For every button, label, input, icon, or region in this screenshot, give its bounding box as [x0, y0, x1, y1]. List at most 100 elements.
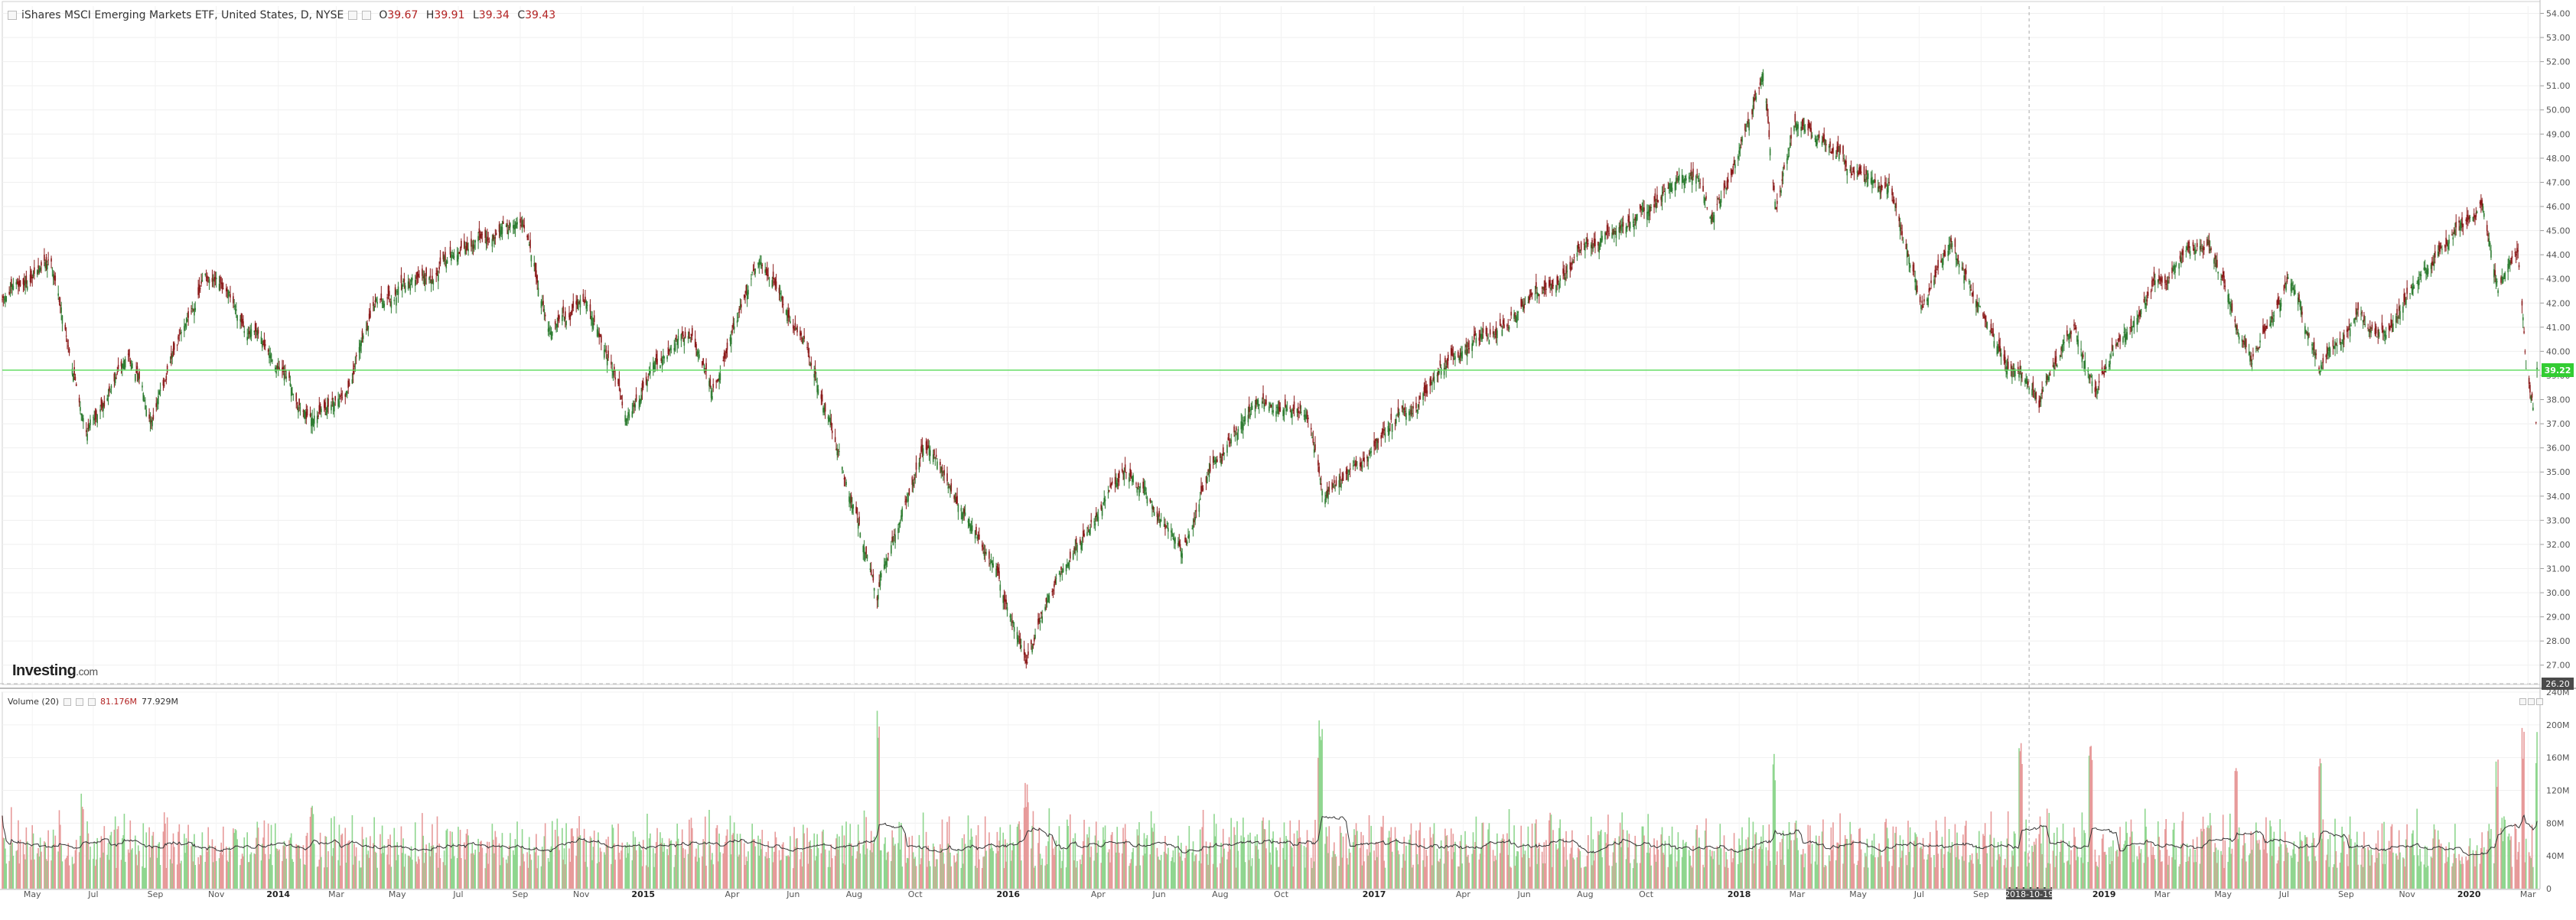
candle-body	[2434, 262, 2435, 266]
candle-body	[2214, 255, 2216, 259]
candle-body	[401, 275, 402, 283]
candle-body	[1060, 567, 1062, 570]
candle-body	[1194, 517, 1196, 520]
candle-body	[1339, 480, 1340, 488]
volume-bar	[412, 860, 413, 889]
candle-body	[2008, 362, 2009, 369]
candle-body	[2523, 331, 2525, 333]
volume-bar	[1027, 802, 1029, 889]
volume-bar	[796, 838, 798, 889]
candle-body	[1457, 352, 1459, 357]
candle-body	[1494, 336, 1496, 337]
candle-body	[754, 268, 756, 274]
candle-body	[464, 241, 465, 249]
candle-body	[1448, 355, 1449, 361]
candle-body	[228, 290, 230, 298]
candle-body	[871, 570, 872, 575]
candle-body	[835, 437, 836, 442]
candle-body	[2510, 258, 2512, 263]
candle-body	[1699, 183, 1701, 184]
candle-body	[1717, 204, 1718, 205]
volume-bar	[734, 822, 735, 889]
candle-body	[1698, 178, 1699, 179]
time-tick-label: Apr	[725, 889, 741, 899]
candle-body	[229, 292, 230, 293]
candle-body	[1536, 282, 1537, 289]
candle-body	[2216, 260, 2218, 268]
time-tick-label: 2020	[2457, 889, 2481, 899]
volume-bar	[992, 851, 994, 889]
candle-body	[2347, 328, 2349, 330]
candle-body	[1979, 306, 1981, 307]
candle-body	[1353, 461, 1355, 463]
volume-bar	[559, 850, 560, 889]
candle-body	[900, 522, 901, 524]
candle-body	[614, 378, 616, 380]
candle-body	[948, 486, 949, 489]
candle-body	[1398, 408, 1399, 413]
candle-body	[194, 308, 196, 310]
candle-body	[272, 359, 273, 362]
candle-body	[339, 401, 340, 407]
candle-body	[1577, 253, 1578, 257]
candle-body	[587, 305, 588, 306]
candle-body	[50, 258, 52, 262]
candle-body	[1607, 231, 1609, 233]
candle-body	[2362, 312, 2363, 313]
time-tick-label: May	[1849, 889, 1867, 899]
candle-body	[1627, 226, 1628, 229]
candle-body	[1878, 186, 1880, 189]
price-tick-label: 42.00	[2546, 298, 2571, 308]
candle-body	[634, 405, 636, 408]
candle-body	[1591, 240, 1593, 249]
candle-body	[1161, 520, 1162, 522]
candle-body	[557, 324, 559, 327]
volume-bar	[510, 833, 511, 889]
candle-body	[800, 333, 802, 336]
candle-body	[998, 571, 1000, 579]
volume-bar	[852, 847, 854, 889]
candle-body	[1584, 245, 1586, 250]
volume-bar	[699, 857, 700, 889]
candle-body	[842, 467, 843, 470]
candle-body	[753, 270, 754, 271]
candle-body	[1013, 622, 1014, 623]
candle-body	[1363, 457, 1365, 462]
volume-bar	[1090, 847, 1092, 889]
candle-body	[1119, 471, 1120, 478]
candle-body	[516, 222, 518, 224]
volume-bar	[223, 827, 224, 889]
candle-body	[2519, 265, 2520, 268]
candle-body	[1874, 180, 1876, 183]
volume-bar	[1321, 729, 1323, 889]
candle-body	[1479, 337, 1480, 340]
candle-body	[1412, 406, 1414, 408]
candle-body	[1367, 457, 1369, 462]
candle-body	[331, 398, 333, 400]
candle-body	[2235, 319, 2236, 321]
candle-body	[1868, 174, 1869, 179]
candle-body	[460, 250, 461, 252]
candle-body	[942, 467, 943, 470]
candle-body	[340, 393, 342, 396]
candle-body	[1969, 286, 1971, 289]
candle-body	[409, 284, 411, 291]
candle-body	[1490, 329, 1491, 334]
candle-body	[570, 315, 572, 320]
candle-body	[2470, 217, 2471, 218]
candle-body	[1356, 460, 1357, 466]
candle-body	[2223, 275, 2225, 283]
candle-body	[145, 405, 146, 410]
candle-body	[167, 366, 168, 372]
volume-bar	[216, 861, 217, 889]
time-tick-label: Sep	[148, 889, 164, 899]
volume-bar	[1265, 848, 1267, 889]
volume-bar	[531, 860, 532, 889]
candle-body	[2353, 319, 2355, 323]
candle-body	[205, 274, 207, 275]
candle-body	[1474, 331, 1476, 336]
volume-bar	[1336, 857, 1337, 889]
volume-bar	[1174, 848, 1176, 889]
